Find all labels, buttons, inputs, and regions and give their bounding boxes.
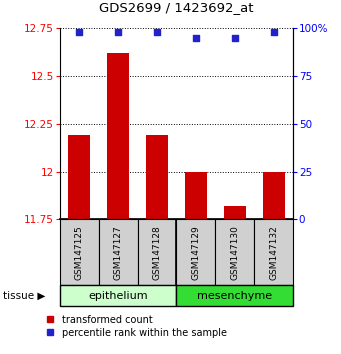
Bar (99, 219, 137, 285)
Bar (60, 219, 99, 285)
Bar (177, 219, 216, 285)
Text: epithelium: epithelium (88, 291, 148, 301)
Bar (137, 219, 177, 285)
Point (76, 29, 82, 35)
Bar (224, 206, 246, 219)
Text: tissue ▶: tissue ▶ (3, 291, 46, 301)
Point (193, 35, 199, 41)
Text: mesenchyme: mesenchyme (197, 291, 272, 301)
Bar (177, 285, 293, 306)
Text: GSM147127: GSM147127 (114, 225, 122, 280)
Bar (263, 172, 284, 219)
Bar (185, 172, 207, 219)
Bar (254, 219, 293, 285)
Text: GSM147132: GSM147132 (269, 225, 278, 280)
Text: GDS2699 / 1423692_at: GDS2699 / 1423692_at (99, 1, 254, 14)
Point (115, 29, 121, 35)
Bar (216, 219, 254, 285)
Text: GSM147128: GSM147128 (152, 225, 162, 280)
Bar (107, 53, 129, 219)
Bar (69, 135, 90, 219)
Bar (146, 135, 168, 219)
Point (232, 35, 238, 41)
Point (154, 29, 160, 35)
Text: GSM147130: GSM147130 (231, 225, 239, 280)
Text: GSM147129: GSM147129 (191, 225, 201, 280)
Bar (60, 285, 177, 306)
Point (271, 29, 277, 35)
Text: GSM147125: GSM147125 (75, 225, 84, 280)
Legend: transformed count, percentile rank within the sample: transformed count, percentile rank withi… (39, 314, 228, 338)
